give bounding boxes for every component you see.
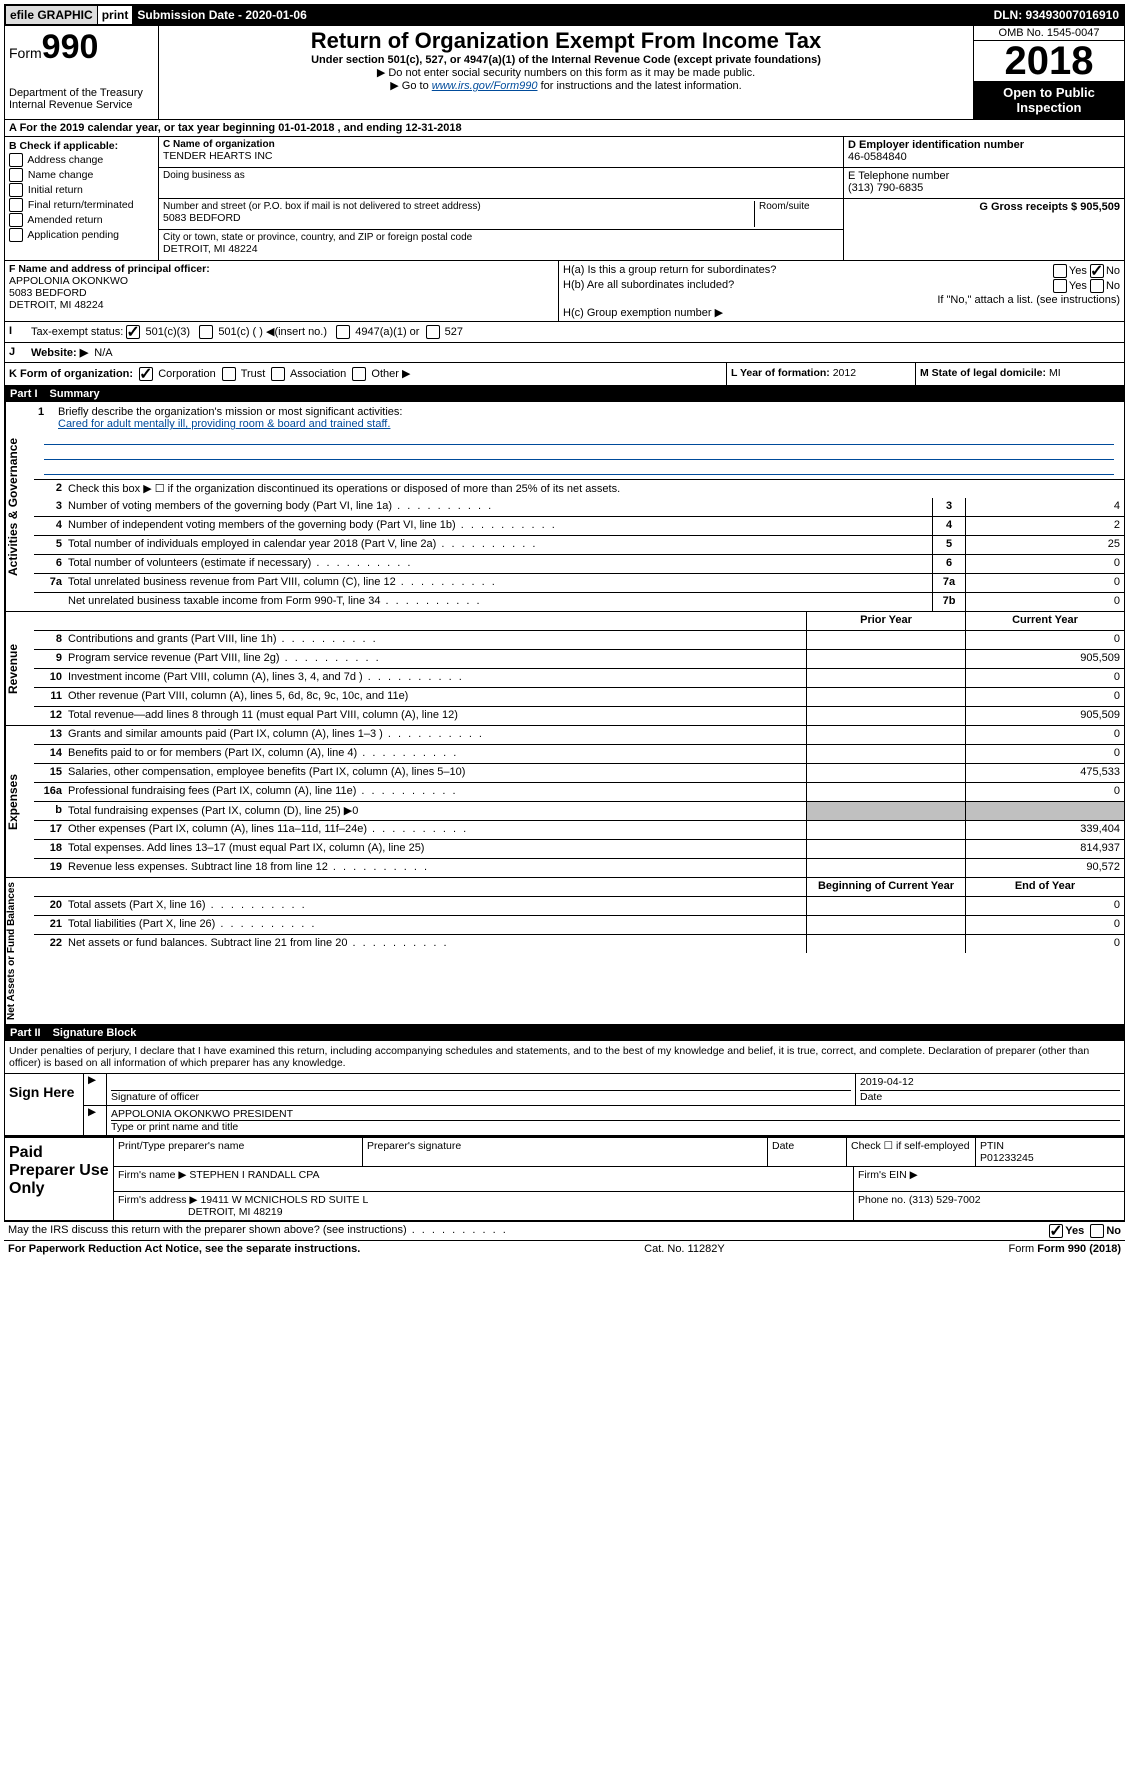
revenue-label: Revenue xyxy=(5,612,34,725)
subtitle-1: Under section 501(c), 527, or 4947(a)(1)… xyxy=(163,54,969,66)
dept-label: Department of the Treasury Internal Reve… xyxy=(9,87,154,111)
governance-label: Activities & Governance xyxy=(5,402,34,611)
print-button[interactable]: print xyxy=(98,6,134,24)
identity-block: B Check if applicable: Address change Na… xyxy=(4,137,1125,261)
amended-checkbox[interactable] xyxy=(9,213,23,227)
gross-receipts: 905,509 xyxy=(1080,201,1120,213)
final-return-checkbox[interactable] xyxy=(9,198,23,212)
discuss-no-checkbox[interactable] xyxy=(1090,1224,1104,1238)
signature-block: Under penalties of perjury, I declare th… xyxy=(4,1041,1125,1136)
telephone-value: (313) 790-6835 xyxy=(848,182,1120,194)
tax-status-row: I Tax-exempt status: 501(c)(3) 501(c) ( … xyxy=(4,322,1125,343)
subtitle-2: ▶ Do not enter social security numbers o… xyxy=(163,66,969,79)
section-c: C Name of organization TENDER HEARTS INC… xyxy=(159,137,844,260)
org-city: DETROIT, MI 48224 xyxy=(163,243,839,255)
org-name: TENDER HEARTS INC xyxy=(163,150,839,162)
org-form-row: K Form of organization: Corporation Trus… xyxy=(4,363,1125,386)
efile-label: efile GRAPHIC xyxy=(6,6,98,24)
section-f: F Name and address of principal officer:… xyxy=(5,261,559,321)
section-h: H(a) Is this a group return for subordin… xyxy=(559,261,1124,321)
form-header: Form990 Department of the Treasury Inter… xyxy=(4,26,1125,120)
name-change-checkbox[interactable] xyxy=(9,168,23,182)
website-row: J Website: ▶ N/A xyxy=(4,343,1125,363)
open-public-badge: Open to Public Inspection xyxy=(974,81,1124,119)
discuss-yes-checkbox[interactable] xyxy=(1049,1224,1063,1238)
top-bar: efile GRAPHIC print Submission Date - 20… xyxy=(4,4,1125,26)
net-assets-label: Net Assets or Fund Balances xyxy=(5,878,34,1024)
return-title: Return of Organization Exempt From Incom… xyxy=(163,28,969,54)
signature-arrow-icon: ▶ xyxy=(84,1074,107,1105)
org-address: 5083 BEDFORD xyxy=(163,212,754,224)
revenue-section: Revenue Prior YearCurrent Year 8Contribu… xyxy=(4,612,1125,726)
paid-preparer-label: Paid Preparer Use Only xyxy=(4,1138,113,1220)
subtitle-3: ▶ Go to www.irs.gov/Form990 for instruct… xyxy=(163,79,969,92)
expenses-section: Expenses 13Grants and similar amounts pa… xyxy=(4,726,1125,878)
footer-row: For Paperwork Reduction Act Notice, see … xyxy=(4,1241,1125,1257)
paid-preparer-block: Paid Preparer Use Only Print/Type prepar… xyxy=(4,1136,1125,1222)
sign-here-label: Sign Here xyxy=(5,1074,84,1135)
declaration-text: Under penalties of perjury, I declare th… xyxy=(5,1041,1124,1073)
discuss-row: May the IRS discuss this return with the… xyxy=(4,1222,1125,1241)
dln-label: DLN: 93493007016910 xyxy=(990,6,1123,24)
section-d: D Employer identification number 46-0584… xyxy=(844,137,1124,260)
instructions-link[interactable]: www.irs.gov/Form990 xyxy=(432,80,538,92)
submission-date: Submission Date - 2020-01-06 xyxy=(133,6,989,24)
officer-group-block: F Name and address of principal officer:… xyxy=(4,261,1125,322)
form-number: Form990 xyxy=(9,28,154,67)
part-1-header: Part I Summary xyxy=(4,386,1125,402)
501c3-checkbox[interactable] xyxy=(126,325,140,339)
section-b: B Check if applicable: Address change Na… xyxy=(5,137,159,260)
address-change-checkbox[interactable] xyxy=(9,153,23,167)
tax-period: A For the 2019 calendar year, or tax yea… xyxy=(4,120,1125,137)
part-2-header: Part II Signature Block xyxy=(4,1025,1125,1041)
app-pending-checkbox[interactable] xyxy=(9,228,23,242)
initial-return-checkbox[interactable] xyxy=(9,183,23,197)
net-assets-section: Net Assets or Fund Balances Beginning of… xyxy=(4,878,1125,1025)
signature-arrow-icon: ▶ xyxy=(84,1106,107,1135)
ein-value: 46-0584840 xyxy=(848,151,1120,163)
tax-year: 2018 xyxy=(974,41,1124,81)
governance-section: Activities & Governance 1Briefly describ… xyxy=(4,402,1125,612)
expenses-label: Expenses xyxy=(5,726,34,877)
